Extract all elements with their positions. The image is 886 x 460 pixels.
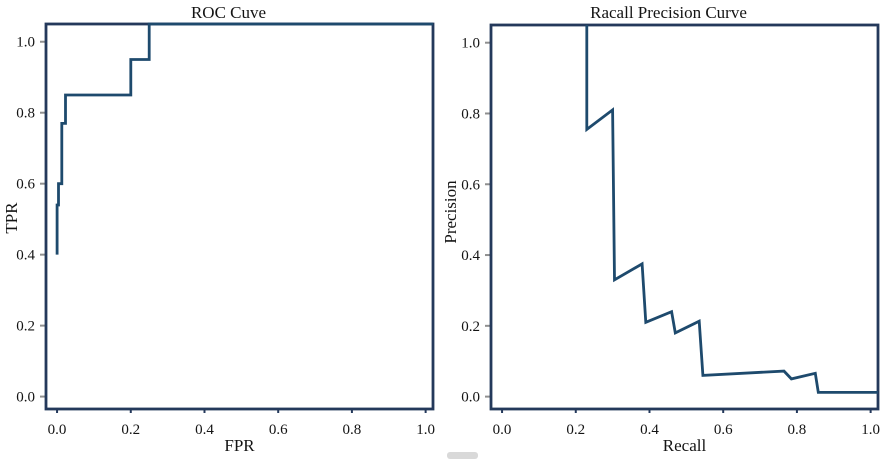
- roc-chart-panel: 0.0 0.2 0.4 0.6 0.8 1.0 0.0 0.2 0.4 0.6 0.8 1.0 ROC…: [2, 3, 435, 455]
- roc-curve: [55, 22, 433, 255]
- roc-ylabel: TPR: [2, 202, 21, 234]
- x-tick-label: 0.4: [640, 422, 659, 438]
- y-tick-label: 0.8: [16, 106, 35, 122]
- y-tick-label: 1.0: [461, 36, 480, 52]
- pr-title: Racall Precision Curve: [590, 3, 747, 22]
- pr-plot-svg: 0.0 0.2 0.4 0.6 0.8 1.0 0.0 0.2 0.4 0.6 0.8 1.0: [461, 23, 880, 438]
- x-tick-label: 0.6: [269, 422, 288, 438]
- y-tick-label: 0.2: [16, 319, 35, 335]
- y-tick-label: 0.6: [16, 177, 35, 193]
- y-tick-label: 0.4: [16, 248, 35, 264]
- x-tick-label: 0.8: [788, 422, 807, 438]
- x-tick-label: 0.6: [714, 422, 733, 438]
- pr-chart-panel: 0.0 0.2 0.4 0.6 0.8 1.0 0.0 0.2 0.4 0.6 0.8 1.0 Rac…: [441, 0, 886, 460]
- y-tick-label: 0.0: [461, 390, 480, 406]
- stray-gray-bar: [447, 452, 478, 459]
- x-tick-label: 0.2: [121, 422, 140, 438]
- roc-xlabel: FPR: [224, 436, 255, 455]
- y-tick-label: 0.4: [461, 248, 480, 264]
- pr-xlabel: Recall: [662, 436, 707, 455]
- x-tick-label: 0.2: [566, 422, 585, 438]
- x-tick-label: 0.4: [195, 422, 214, 438]
- roc-title: ROC Cuve: [190, 3, 267, 22]
- plot-frame: [489, 23, 880, 411]
- y-tick-label: 0.8: [461, 106, 480, 122]
- pr-ylabel: Precision: [441, 180, 460, 244]
- pr-curve: [585, 25, 878, 394]
- x-tick-label: 0.0: [48, 422, 67, 438]
- x-tick-label: 0.0: [493, 422, 512, 438]
- plot-frame: [44, 22, 435, 411]
- x-tick-label: 0.8: [343, 422, 362, 438]
- y-tick-label: 0.6: [461, 177, 480, 193]
- y-tick-label: 0.2: [461, 319, 480, 335]
- roc-plot-svg: 0.0 0.2 0.4 0.6 0.8 1.0 0.0 0.2 0.4 0.6 0.8 1.0: [16, 22, 435, 438]
- y-tick-label: 0.0: [16, 390, 35, 406]
- y-tick-label: 1.0: [16, 35, 35, 51]
- x-tick-label: 1.0: [861, 422, 880, 438]
- x-tick-label: 1.0: [416, 422, 435, 438]
